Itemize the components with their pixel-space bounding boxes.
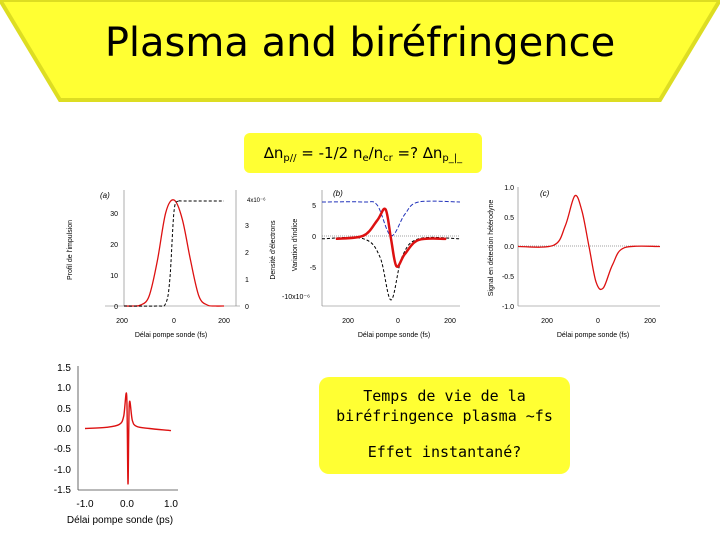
xtick-c-1: 0: [596, 318, 600, 325]
formula-box: ∆np// = -1/2 ne/ncr =? ∆np_|_: [244, 133, 482, 173]
y2-scale-a: 4x10⁻⁶: [247, 197, 266, 204]
y2tick-a-2: 2: [245, 250, 249, 257]
note-line-1: Temps de vie de la: [363, 387, 526, 405]
ylabel-c: Signal en détection hétérodyne: [488, 200, 495, 297]
series-d-signal: [84, 392, 172, 485]
series-b-index-variation: [335, 207, 447, 268]
ytick-b-0: 5: [312, 203, 316, 210]
ylabel-a: Profil de l'impulsion: [67, 220, 74, 280]
xtick-a-1: 0: [172, 318, 176, 325]
xtick-b-0: 200: [342, 318, 354, 325]
ytick-d-3: 0.0: [57, 424, 71, 435]
ytick-c-3: -0.5: [502, 274, 514, 281]
ytick-b-2: -5: [310, 265, 316, 272]
series-c-heterodyne-signal: [517, 194, 661, 291]
xtick-a-0: 200: [116, 318, 128, 325]
xtick-a-2: 200: [218, 318, 230, 325]
xtick-d-0: -1.0: [76, 499, 94, 510]
subscript-cr: cr: [383, 153, 393, 164]
xtick-d-1: 0.0: [120, 499, 134, 510]
ytick-d-1: 1.0: [57, 383, 71, 394]
y-scale-b: -10x10⁻⁶: [282, 294, 310, 301]
ytick-c-2: 0.0: [504, 244, 514, 251]
ytick-a-1: 10: [110, 273, 118, 280]
xtick-b-2: 200: [444, 318, 456, 325]
ytick-d-5: -1.0: [54, 465, 72, 476]
slide-title: Plasma and biréfringence: [104, 20, 616, 66]
panel-label-c: (c): [540, 189, 550, 198]
n-symbol: n: [273, 144, 284, 162]
xlabel-b: Délai pompe sonde (fs): [358, 332, 430, 339]
ytick-d-0: 1.5: [57, 363, 71, 374]
xtick-c-0: 200: [541, 318, 553, 325]
y2label-a: Densité d'électrons: [270, 220, 277, 280]
formula-slash: /n: [368, 144, 384, 162]
ytick-d-4: -0.5: [54, 444, 72, 455]
note-line-2: biréfringence plasma ~fs: [336, 407, 553, 425]
ytick-c-0: 1.0: [504, 185, 514, 192]
formula-middle: = -1/2 n: [296, 144, 363, 162]
subscript-perp: p_|_: [442, 153, 463, 164]
delta-symbol-2: ∆: [422, 144, 433, 162]
panel-label-b: (b): [333, 189, 343, 198]
n-symbol-2: n: [432, 144, 443, 162]
delta-symbol: ∆: [263, 144, 274, 162]
title-banner: [0, 0, 720, 102]
subscript-parallel: p//: [283, 153, 297, 164]
xlabel-c: Délai pompe sonde (fs): [557, 332, 629, 339]
note-box: Temps de vie de la biréfringence plasma …: [319, 377, 570, 474]
ytick-b-1: 0: [312, 234, 316, 241]
xlabel-a: Délai pompe sonde (fs): [135, 332, 207, 339]
ytick-a-2: 20: [110, 242, 118, 249]
y2tick-a-1: 1: [245, 277, 249, 284]
ylabel-b: Variation d'indice: [292, 219, 299, 272]
series-a-electron-density: [123, 199, 224, 307]
ytick-d-2: 0.5: [57, 404, 71, 415]
panel-label-a: (a): [100, 191, 110, 200]
y2tick-a-3: 3: [245, 223, 249, 230]
y2tick-a-0: 0: [245, 304, 249, 311]
ytick-c-4: -1.0: [502, 304, 514, 311]
formula-eq: =?: [392, 144, 423, 162]
ytick-c-1: 0.5: [504, 215, 514, 222]
ytick-d-6: -1.5: [54, 485, 72, 496]
xlabel-d: Délai pompe sonde (ps): [67, 515, 173, 526]
note-line-3: Effet instantané?: [367, 443, 522, 461]
xtick-c-2: 200: [644, 318, 656, 325]
series-a-pulse: [123, 199, 225, 307]
xtick-d-2: 1.0: [164, 499, 178, 510]
ytick-a-3: 30: [110, 211, 118, 218]
ytick-a-0: 0: [114, 304, 118, 311]
subscript-e: e: [362, 153, 369, 164]
xtick-b-1: 0: [396, 318, 400, 325]
